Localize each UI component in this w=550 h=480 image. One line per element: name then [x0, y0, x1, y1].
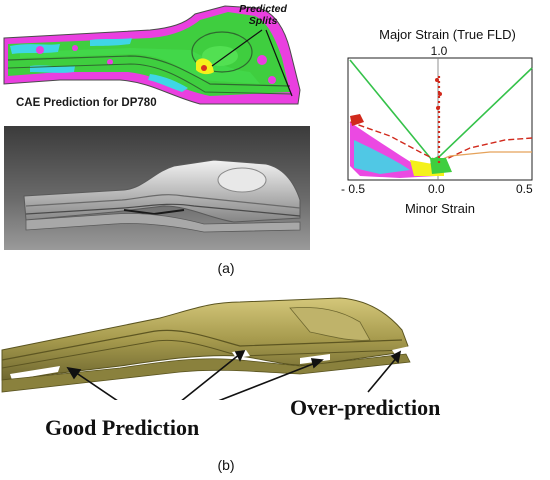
fld-red-dashed-line	[349, 121, 533, 163]
fld-x-tick-pos: 0.5	[516, 182, 533, 196]
predicted-splits-line2: Splits	[248, 15, 278, 27]
formed-part-photo	[4, 126, 310, 250]
fld-x-axis-label: Minor Strain	[404, 201, 476, 216]
simulated-part	[1, 297, 412, 400]
fld-title: Major Strain (True FLD)	[379, 27, 516, 42]
cae-contour-map	[0, 0, 320, 112]
caption-b: (b)	[217, 457, 235, 473]
fld-plot	[347, 57, 533, 181]
fld-x-tick-neg: - 0.5	[341, 182, 366, 196]
cae-prediction-label: CAE Prediction for DP780	[16, 97, 157, 109]
over-prediction-label: Over-prediction	[290, 395, 441, 420]
predicted-splits-line1: Predicted	[239, 3, 287, 15]
good-prediction-label: Good Prediction	[45, 415, 200, 440]
fld-strain-points	[350, 76, 452, 178]
fld-y-max-label: 1.0	[430, 44, 448, 58]
caption-a: (a)	[217, 260, 235, 276]
predicted-splits-label: Predicted Splits	[228, 3, 298, 27]
fld-x-tick-zero: 0.0	[428, 182, 445, 196]
prediction-arrows	[66, 350, 402, 400]
